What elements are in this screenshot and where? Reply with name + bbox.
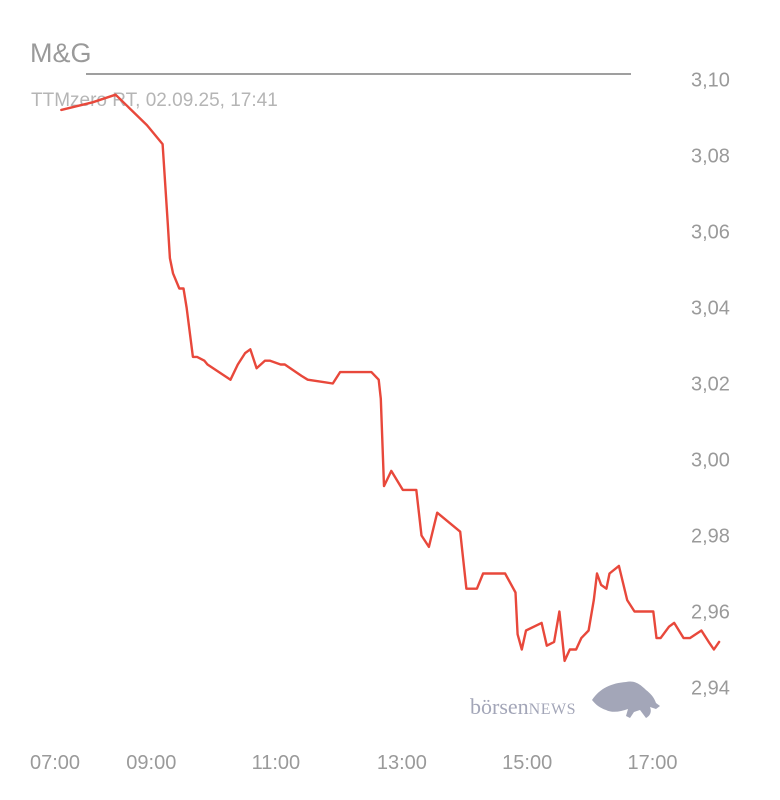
x-tick-label: 13:00 <box>377 752 427 774</box>
watermark-logo: börsenNEWS <box>470 681 660 719</box>
y-axis-ticks: 3,10 3,08 3,06 3,04 3,02 3,00 2,98 2,96 2,94 <box>691 70 730 700</box>
watermark-text-lower: börsen <box>470 694 529 719</box>
y-tick-label: 2,94 <box>691 678 730 700</box>
x-tick-label: 15:00 <box>502 752 552 774</box>
y-tick-label: 2,96 <box>691 602 730 624</box>
price-line <box>60 93 721 663</box>
y-tick-label: 3,04 <box>691 298 730 320</box>
x-axis-ticks: 07:00 09:00 11:00 13:00 15:00 17:00 <box>30 752 678 774</box>
y-tick-label: 3,02 <box>691 374 730 396</box>
y-tick-label: 2,98 <box>691 526 730 548</box>
y-tick-label: 3,10 <box>691 70 730 92</box>
y-tick-label: 3,00 <box>691 450 730 472</box>
chart-title: M&G <box>30 38 92 68</box>
x-tick-label: 07:00 <box>30 752 80 774</box>
x-tick-label: 17:00 <box>627 752 677 774</box>
bull-icon <box>592 681 660 718</box>
x-tick-label: 11:00 <box>252 752 301 774</box>
x-tick-label: 09:00 <box>126 752 176 774</box>
y-tick-label: 3,06 <box>691 222 730 244</box>
watermark-text-upper: NEWS <box>529 701 576 718</box>
y-tick-label: 3,08 <box>691 146 730 168</box>
chart-subtitle: TTMzero RT, 02.09.25, 17:41 <box>31 90 278 111</box>
watermark-text: börsenNEWS <box>470 694 576 719</box>
